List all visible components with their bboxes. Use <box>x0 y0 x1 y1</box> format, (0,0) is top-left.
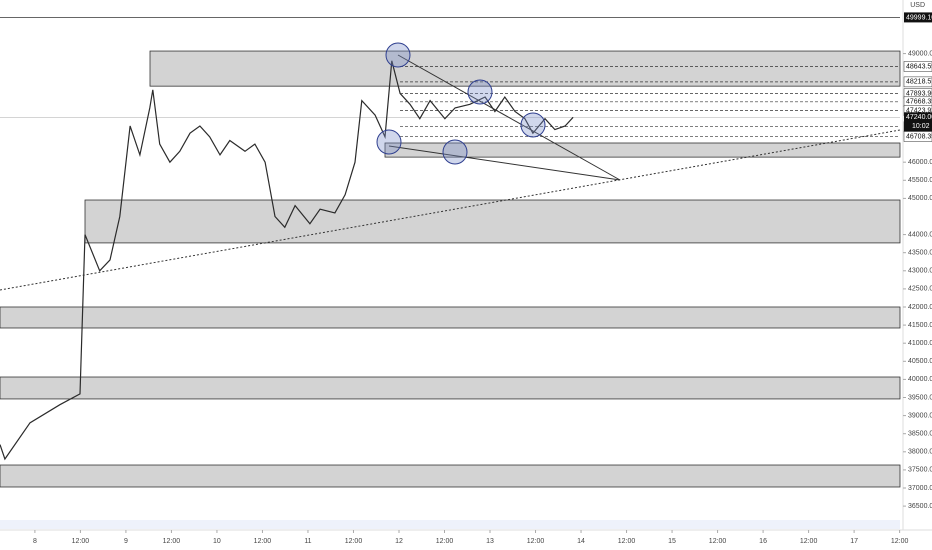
trend-line <box>0 129 901 291</box>
x-tick-label: 8 <box>33 538 37 545</box>
y-tick-label: 42000.00 <box>908 304 932 311</box>
zone <box>149 50 901 87</box>
price-label-box <box>904 12 932 23</box>
zone <box>0 306 901 329</box>
zone <box>84 199 901 244</box>
y-tick-label: 39000.00 <box>908 412 932 419</box>
x-tick-label: 12:00 <box>72 538 90 545</box>
x-tick-label: 12 <box>395 538 403 545</box>
price-label-box <box>903 131 932 142</box>
price-label: 47893.96 <box>906 90 932 97</box>
y-tick-label: 44000.00 <box>908 231 932 238</box>
y-tick-label: 42500.00 <box>908 286 932 293</box>
x-tick-label: 12:00 <box>618 538 636 545</box>
y-tick-label: 49000.00 <box>908 50 932 57</box>
y-tick-label: 37500.00 <box>908 467 932 474</box>
highlight-circle <box>520 112 546 138</box>
y-tick-label: 36500.00 <box>908 503 932 510</box>
zones <box>0 50 901 488</box>
axis: 36500.00 37000.00 37500.00 38000.00 38500.00… <box>33 12 932 545</box>
highlight-circle <box>376 129 402 155</box>
x-tick-label: 17 <box>850 538 858 545</box>
currency-label: USD <box>910 2 925 9</box>
y-tick-label: 39500.00 <box>908 394 932 401</box>
zone <box>384 142 901 158</box>
x-tick-label: 12:00 <box>345 538 363 545</box>
x-tick-label: 12:00 <box>527 538 545 545</box>
highlight-circle <box>442 139 468 165</box>
price-label-box <box>903 76 932 88</box>
x-tick-label: 13 <box>486 538 494 545</box>
x-tick-label: 11 <box>304 538 311 545</box>
x-tick-label: 16 <box>759 538 767 545</box>
trend-line <box>397 54 621 181</box>
trend-line <box>388 145 621 181</box>
x-tick-label: 12:00 <box>163 538 181 545</box>
x-tick-label: 15 <box>668 538 676 545</box>
y-tick-label: 46000.00 <box>908 159 932 166</box>
y-tick-label: 45000.00 <box>908 195 932 202</box>
price-label: 48218.57 <box>906 79 932 86</box>
marks <box>0 17 900 461</box>
current-time-label: 10:02 <box>912 123 930 130</box>
y-tick-label: 43500.00 <box>908 250 932 257</box>
y-tick-label: 38000.00 <box>908 449 932 456</box>
zone <box>0 376 901 400</box>
y-tick-label: 38500.00 <box>908 431 932 438</box>
current-label-box <box>904 112 932 132</box>
highlight-circle <box>385 42 411 68</box>
highlight-circle <box>467 79 493 105</box>
x-tick-label: 12:00 <box>891 538 909 545</box>
price-label-box <box>903 61 932 72</box>
x-tick-label: 14 <box>577 538 585 545</box>
y-tick-label: 40500.00 <box>908 358 932 365</box>
y-tick-label: 45500.00 <box>908 177 932 184</box>
x-tick-label: 12:00 <box>709 538 727 545</box>
y-tick-label: 37000.00 <box>908 485 932 492</box>
oscillator-band <box>0 520 900 529</box>
x-tick-label: 9 <box>124 538 128 545</box>
x-tick-label: 10 <box>213 538 221 545</box>
price-label: 46708.35 <box>906 133 932 140</box>
zone <box>0 464 901 488</box>
y-tick-label: 43000.00 <box>908 268 932 275</box>
x-tick-label: 12:00 <box>254 538 272 545</box>
price-label: 47668.35 <box>906 99 932 106</box>
x-tick-label: 12:00 <box>800 538 818 545</box>
price-line <box>0 60 574 461</box>
price-label: 49999.10 <box>906 14 932 21</box>
annotations <box>0 42 901 291</box>
current-price-label: 47240.00 <box>906 114 932 121</box>
y-tick-label: 40000.00 <box>908 376 932 383</box>
price-label: 47423.93 <box>906 107 932 114</box>
price-label: 48643.59 <box>906 63 932 70</box>
x-tick-label: 12:00 <box>436 538 454 545</box>
y-tick-label: 41500.00 <box>908 322 932 329</box>
y-tick-label: 41000.00 <box>908 340 932 347</box>
